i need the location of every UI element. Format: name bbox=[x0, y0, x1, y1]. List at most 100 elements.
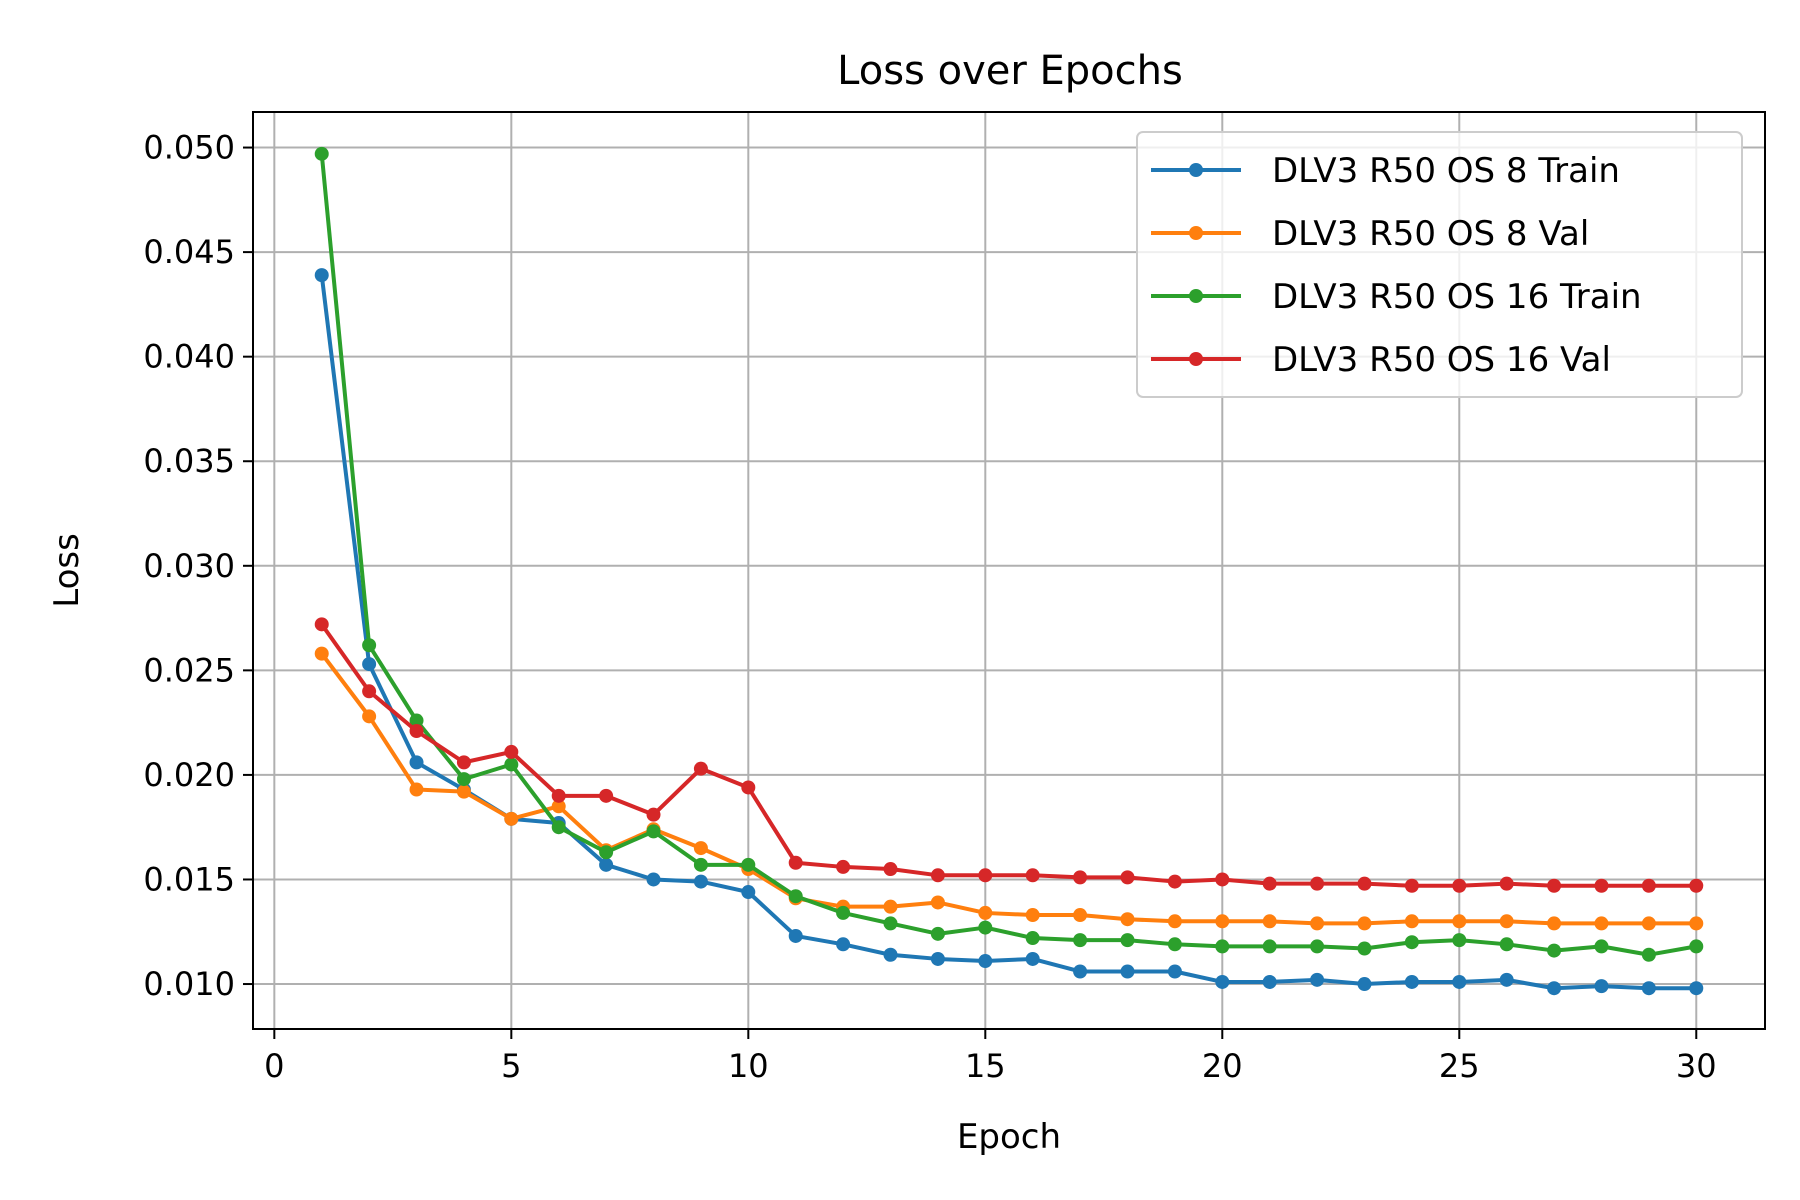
data-point bbox=[1452, 933, 1467, 948]
legend-label: DLV3 R50 OS 16 Train bbox=[1272, 277, 1642, 317]
data-point bbox=[646, 872, 661, 887]
y-tick-label: 0.035 bbox=[143, 442, 235, 480]
data-point bbox=[883, 862, 898, 877]
data-point bbox=[883, 947, 898, 962]
data-point bbox=[314, 146, 329, 161]
data-point bbox=[1499, 914, 1514, 929]
data-point bbox=[1073, 908, 1088, 923]
data-point bbox=[1452, 878, 1467, 893]
data-point bbox=[314, 617, 329, 632]
data-point bbox=[978, 905, 993, 920]
data-point bbox=[1499, 972, 1514, 987]
legend-box bbox=[1136, 131, 1743, 398]
data-point bbox=[1310, 876, 1325, 891]
legend[interactable]: DLV3 R50 OS 8 Train DLV3 R50 OS 8 Val DLV3… bbox=[1136, 131, 1743, 398]
data-point bbox=[409, 755, 424, 770]
data-point bbox=[693, 874, 708, 889]
data-point bbox=[788, 889, 803, 904]
data-point bbox=[1547, 981, 1562, 996]
data-point bbox=[1262, 974, 1277, 989]
data-point bbox=[930, 951, 945, 966]
data-point bbox=[646, 824, 661, 839]
y-tick-label: 0.030 bbox=[143, 547, 235, 585]
plot-frame bbox=[252, 111, 1766, 1030]
data-point bbox=[1025, 931, 1040, 946]
data-point bbox=[1120, 933, 1135, 948]
data-point bbox=[1641, 916, 1656, 931]
data-point bbox=[456, 772, 471, 787]
data-point bbox=[836, 859, 851, 874]
data-point bbox=[599, 857, 614, 872]
data-point bbox=[409, 782, 424, 797]
data-point bbox=[1689, 981, 1704, 996]
data-point bbox=[1120, 870, 1135, 885]
x-tick-label: 10 bbox=[728, 1047, 769, 1085]
data-point bbox=[693, 857, 708, 872]
data-point bbox=[1073, 870, 1088, 885]
data-point bbox=[504, 757, 519, 772]
data-point bbox=[599, 845, 614, 860]
legend-item[interactable]: DLV3 R50 OS 8 Train bbox=[1151, 151, 1620, 191]
x-tick-label: 0 bbox=[264, 1047, 284, 1085]
y-tick-label: 0.040 bbox=[143, 338, 235, 376]
data-point bbox=[456, 755, 471, 770]
data-point bbox=[1404, 914, 1419, 929]
y-tick-label: 0.045 bbox=[143, 233, 235, 271]
legend-swatch-marker bbox=[1189, 226, 1203, 240]
data-point bbox=[1499, 876, 1514, 891]
data-point bbox=[741, 857, 756, 872]
data-point bbox=[1404, 878, 1419, 893]
data-point bbox=[1689, 878, 1704, 893]
data-point bbox=[1025, 951, 1040, 966]
data-point bbox=[883, 916, 898, 931]
legend-label: DLV3 R50 OS 8 Train bbox=[1272, 151, 1620, 191]
data-point bbox=[1357, 977, 1372, 992]
data-point bbox=[504, 811, 519, 826]
data-point bbox=[1594, 878, 1609, 893]
data-point bbox=[1641, 878, 1656, 893]
data-point bbox=[1452, 974, 1467, 989]
data-point bbox=[1215, 914, 1230, 929]
data-point bbox=[1310, 972, 1325, 987]
y-tick-label: 0.010 bbox=[143, 965, 235, 1003]
data-point bbox=[1357, 916, 1372, 931]
data-point bbox=[788, 928, 803, 943]
data-point bbox=[362, 684, 377, 699]
series-line bbox=[319, 153, 1697, 957]
data-point bbox=[1167, 964, 1182, 979]
x-tick-label: 20 bbox=[1202, 1047, 1243, 1085]
data-point bbox=[599, 788, 614, 803]
data-point bbox=[1547, 943, 1562, 958]
data-point bbox=[1073, 933, 1088, 948]
data-point bbox=[409, 713, 424, 728]
data-point bbox=[1404, 935, 1419, 950]
data-point bbox=[1594, 979, 1609, 994]
series-line bbox=[319, 274, 1697, 991]
data-point bbox=[362, 638, 377, 653]
data-point bbox=[1215, 939, 1230, 954]
data-point bbox=[1167, 874, 1182, 889]
chart-title: Loss over Epochs bbox=[837, 48, 1183, 94]
series-line bbox=[320, 652, 1697, 926]
x-tick-label: 25 bbox=[1439, 1047, 1480, 1085]
data-point bbox=[836, 937, 851, 952]
data-point bbox=[314, 646, 329, 661]
data-point bbox=[504, 744, 519, 759]
legend-swatch-marker bbox=[1189, 352, 1203, 366]
legend-item[interactable]: DLV3 R50 OS 16 Val bbox=[1151, 340, 1611, 380]
data-point bbox=[1594, 939, 1609, 954]
data-point bbox=[741, 780, 756, 795]
series-3 bbox=[314, 146, 1704, 962]
legend-label: DLV3 R50 OS 8 Val bbox=[1272, 214, 1589, 254]
data-point bbox=[1215, 872, 1230, 887]
data-point bbox=[693, 761, 708, 776]
data-point bbox=[362, 657, 377, 672]
legend-item[interactable]: DLV3 R50 OS 16 Train bbox=[1151, 277, 1642, 317]
legend-item[interactable]: DLV3 R50 OS 8 Val bbox=[1151, 214, 1589, 254]
data-point bbox=[646, 807, 661, 822]
data-point bbox=[1167, 914, 1182, 929]
data-point bbox=[1641, 981, 1656, 996]
y-axis-label: Loss bbox=[47, 533, 87, 608]
